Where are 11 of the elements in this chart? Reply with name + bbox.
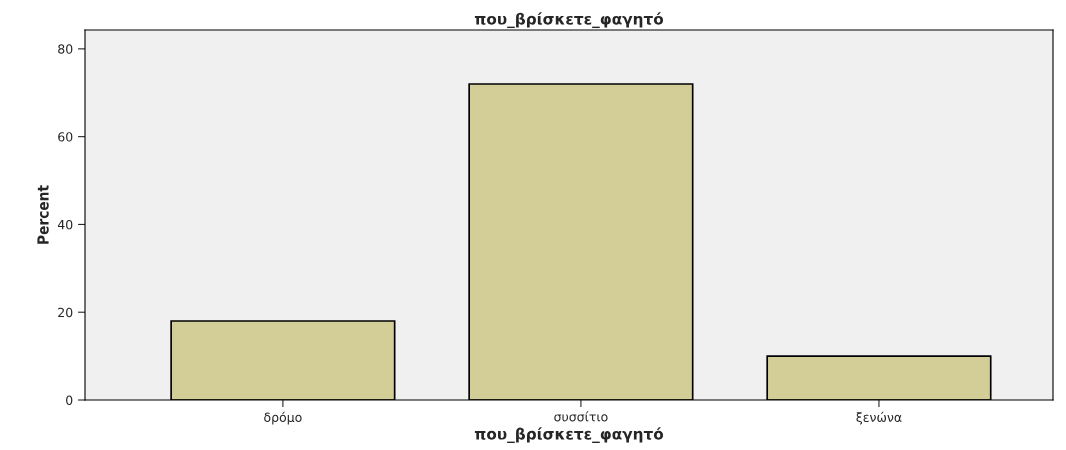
y-tick-label: 20 xyxy=(58,307,73,318)
y-tick-label: 0 xyxy=(66,395,73,405)
chart-title: που_βρίσκετε_φαγητό xyxy=(474,12,664,29)
x-tick-label: ξενώνα xyxy=(856,411,902,425)
y-tick-label: 60 xyxy=(58,132,73,142)
x-tick-label: δρόμο xyxy=(264,411,302,425)
x-tick-label: συσσίτιο xyxy=(554,411,608,422)
x-axis-title: που_βρίσκετε_φαγητό xyxy=(474,427,664,444)
y-tick-label: 40 xyxy=(57,219,73,230)
y-tick-label: 80 xyxy=(58,44,73,54)
y-axis-title: Percent xyxy=(37,185,49,244)
